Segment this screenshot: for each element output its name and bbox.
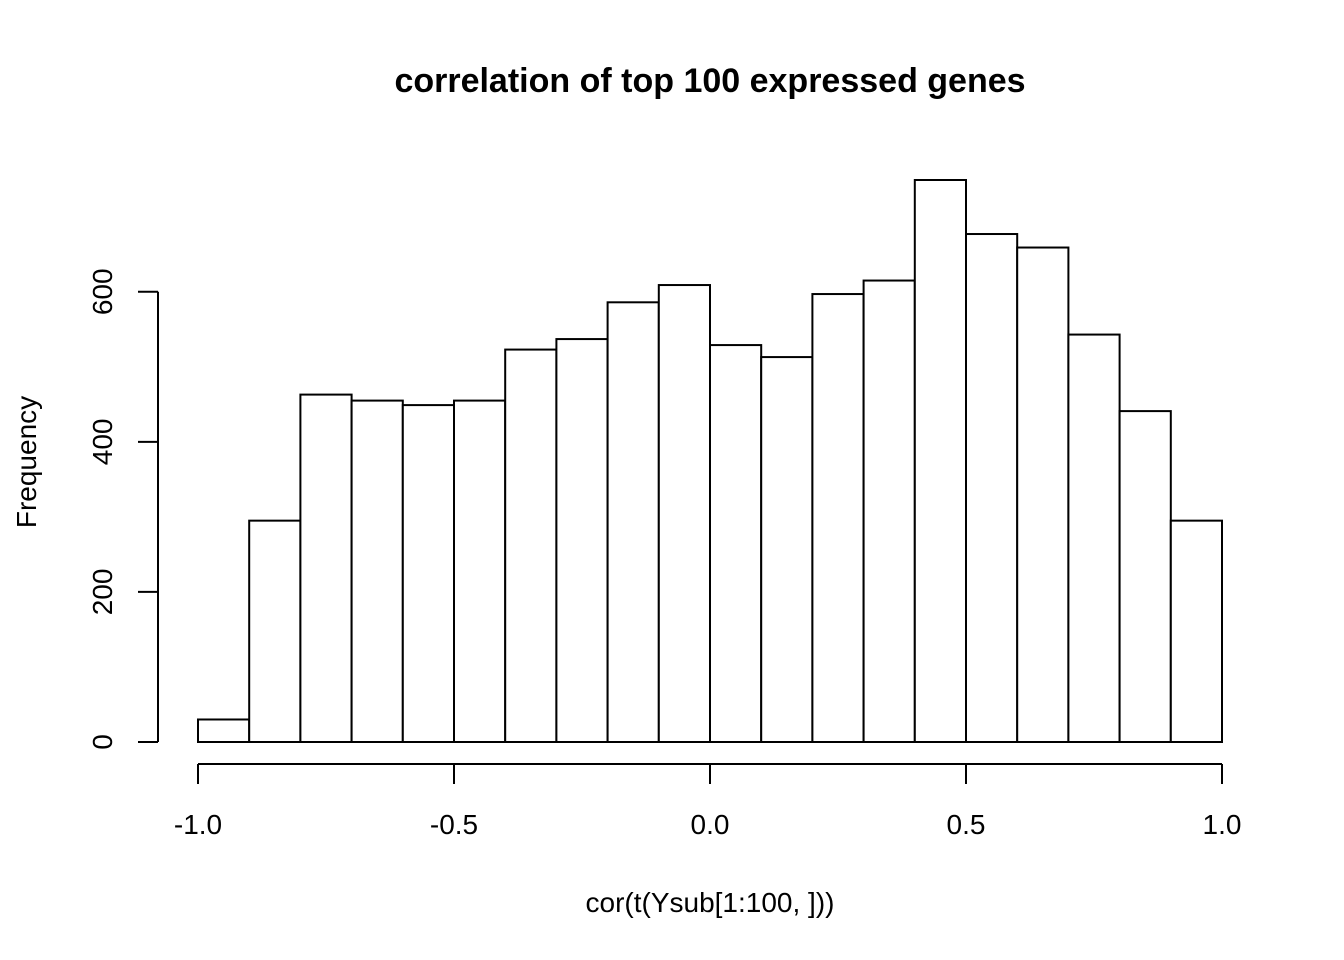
x-tick-label: 0.5	[947, 809, 986, 840]
histogram-bar-1	[248, 519, 302, 744]
y-tick-label: 400	[87, 419, 118, 466]
y-tick-label: 600	[87, 268, 118, 315]
histogram-bar-11	[760, 356, 814, 743]
y-tick-label: 200	[87, 569, 118, 616]
histogram-bar-0	[197, 718, 251, 744]
x-axis: -1.0 -0.5 0.0 0.5 1.0	[174, 763, 1242, 840]
histogram-bar-19	[1169, 519, 1224, 744]
x-tick-label: -1.0	[174, 809, 222, 840]
y-axis: 0 200 400 600	[87, 268, 159, 750]
histogram-bar-14	[913, 179, 967, 743]
histogram-bar-2	[299, 393, 353, 743]
histogram-bar-8	[606, 301, 660, 743]
histogram-bar-17	[1067, 333, 1121, 743]
x-tick-label: 1.0	[1203, 809, 1242, 840]
y-tick-label: 0	[87, 734, 118, 750]
histogram-bar-12	[811, 293, 865, 743]
histogram-bar-3	[350, 399, 404, 743]
x-tick-label: -0.5	[430, 809, 478, 840]
histogram-bar-7	[555, 338, 609, 743]
histogram-bar-16	[1016, 246, 1070, 744]
y-axis-label: Frequency	[11, 396, 42, 528]
chart-title: correlation of top 100 expressed genes	[394, 62, 1025, 100]
histogram-bar-13	[862, 279, 916, 743]
histogram-bar-5	[453, 399, 507, 743]
histogram-bar-10	[709, 344, 763, 743]
histogram-bar-9	[657, 284, 711, 743]
histogram-bar-6	[504, 348, 558, 743]
x-axis-label: cor(t(Ysub[1:100, ]))	[586, 887, 835, 918]
histogram-bar-4	[401, 404, 455, 743]
histogram-bar-15	[965, 233, 1019, 744]
histogram-bar-18	[1118, 410, 1172, 743]
x-tick-label: 0.0	[691, 809, 730, 840]
bars-group	[197, 179, 1224, 744]
